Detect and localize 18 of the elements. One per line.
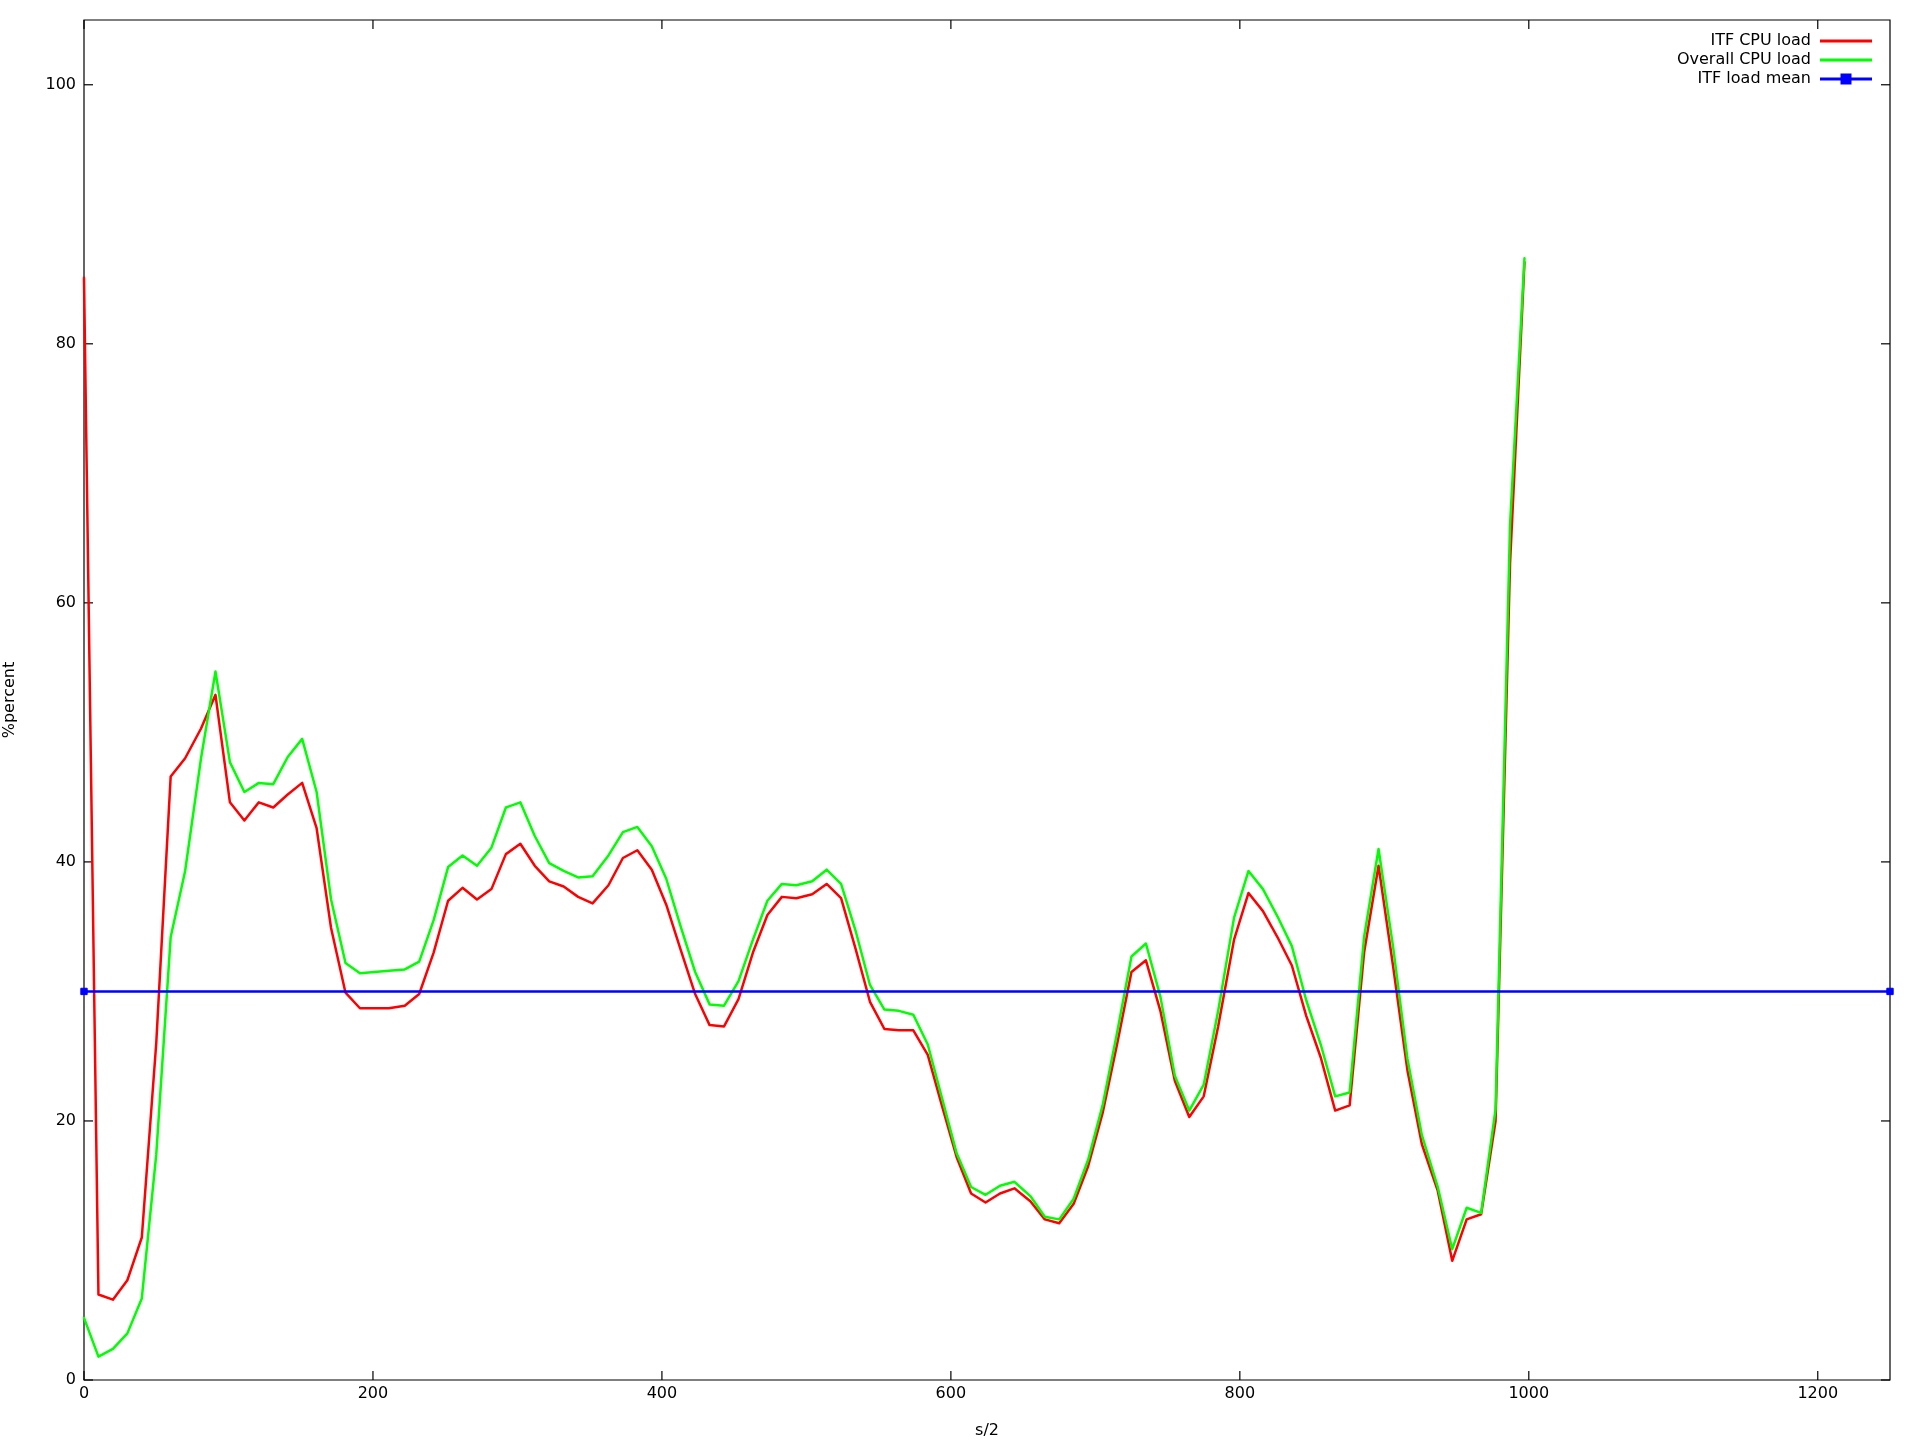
x-tick-label: 1000 [1508, 1382, 1550, 1402]
x-tick-label: 800 [1224, 1382, 1256, 1402]
y-axis-title: %percent [0, 661, 18, 739]
x-tick-label: 1200 [1797, 1382, 1839, 1402]
y-tick-label: 40 [55, 851, 76, 871]
legend-label: Overall CPU load [1676, 49, 1811, 69]
y-tick-label: 60 [55, 592, 76, 612]
y-tick-label: 100 [45, 73, 76, 93]
x-tick-label: 0 [78, 1382, 90, 1402]
y-tick-label: 80 [55, 332, 76, 352]
x-tick-label: 200 [357, 1382, 389, 1402]
x-axis-title: s/2 [975, 1419, 999, 1439]
y-tick-label: 20 [55, 1110, 76, 1130]
legend-label: ITF CPU load [1710, 30, 1811, 50]
x-tick-label: 400 [646, 1382, 678, 1402]
legend-label: ITF load mean [1697, 68, 1811, 88]
y-tick-label: 0 [65, 1369, 76, 1389]
x-tick-label: 600 [935, 1382, 967, 1402]
